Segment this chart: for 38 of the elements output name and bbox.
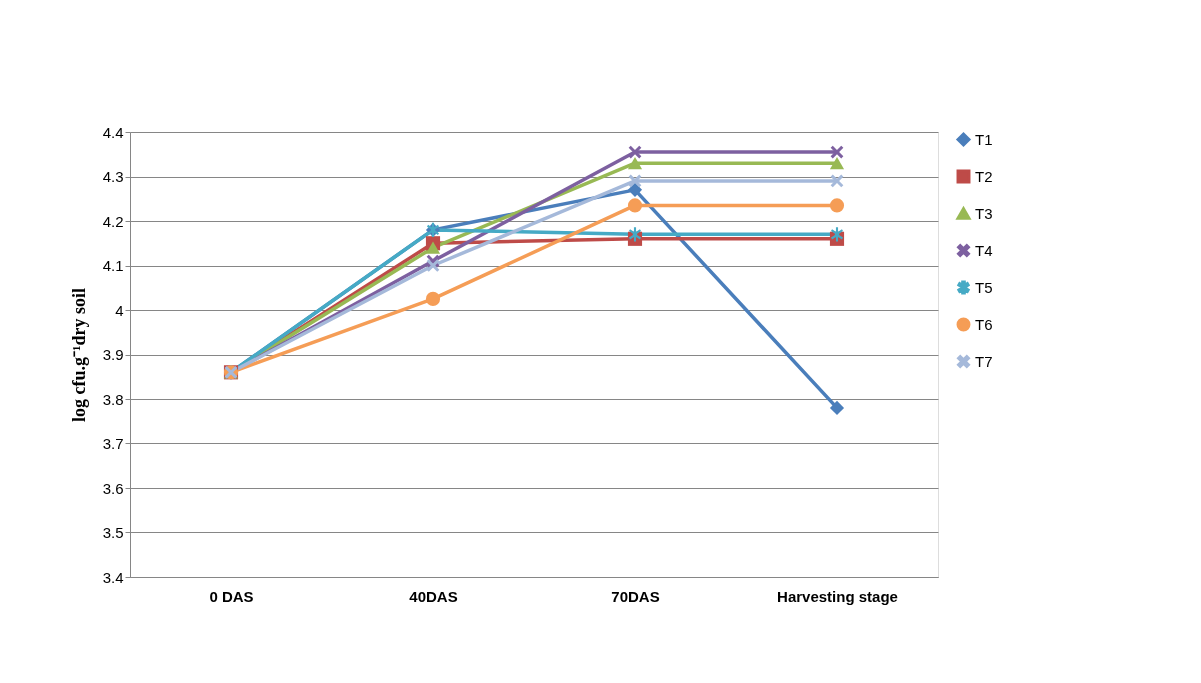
- y-tick-label: 3.9: [102, 346, 124, 363]
- y-tick-label: 3.4: [102, 568, 124, 586]
- point: [829, 157, 845, 170]
- y-tick-label: 3.8: [102, 390, 124, 408]
- y-tick-label: 3.7: [102, 435, 124, 452]
- point: [830, 145, 844, 159]
- point: [830, 174, 844, 188]
- point: [830, 227, 844, 242]
- point: [425, 291, 441, 306]
- x-tick-label: 40DAS: [409, 587, 458, 605]
- legend-label: T6: [975, 315, 993, 333]
- point: [829, 198, 845, 213]
- y-axis-title: log cfu.g⁻¹dry soil: [68, 288, 89, 422]
- x-tick-label: 0 DAS: [209, 587, 254, 605]
- legend-label: T3: [975, 204, 993, 222]
- legend-label: T2: [975, 167, 993, 185]
- legend-label: T4: [975, 241, 993, 259]
- point: [628, 227, 642, 242]
- y-tick-label: 4.4: [102, 123, 124, 141]
- legend-label: T1: [975, 130, 993, 148]
- y-tick-label: 3.6: [102, 479, 124, 497]
- y-tick-label: 3.5: [102, 524, 124, 541]
- point: [425, 241, 441, 254]
- point: [426, 259, 440, 272]
- point: [627, 198, 643, 213]
- x-tick-label: 70DAS: [611, 587, 660, 605]
- y-tick-label: 4: [115, 301, 124, 319]
- point: [829, 400, 845, 415]
- point: [627, 157, 643, 170]
- point: [628, 145, 642, 159]
- y-tick-label: 4.3: [102, 168, 124, 185]
- point: [627, 182, 643, 197]
- legend-label: T7: [975, 352, 993, 370]
- point: [628, 174, 642, 188]
- y-tick-label: 4.2: [102, 212, 124, 230]
- legend-label: T5: [975, 278, 993, 296]
- y-tick-label: 4.1: [102, 257, 124, 274]
- x-tick-label: Harvesting stage: [777, 587, 898, 605]
